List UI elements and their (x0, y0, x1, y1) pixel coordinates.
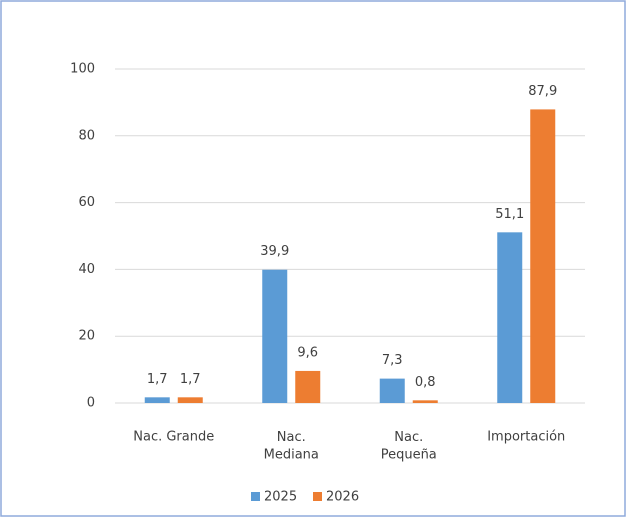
y-tick-label: 60 (78, 195, 95, 210)
x-tick-label: Nac. Mediana (264, 430, 319, 463)
data-label: 7,3 (382, 353, 403, 368)
y-tick-label: 0 (87, 396, 95, 411)
data-label: 0,8 (415, 375, 436, 390)
legend-swatch (251, 492, 260, 501)
bar (379, 378, 405, 403)
x-tick-label: Importación (487, 430, 565, 445)
y-tick-label: 20 (78, 329, 95, 344)
legend-label: 2025 (264, 490, 297, 505)
bar (295, 370, 321, 403)
data-label: 1,7 (147, 372, 168, 387)
bar (530, 109, 556, 403)
data-label: 1,7 (180, 372, 201, 387)
bar (177, 397, 203, 403)
bar (497, 232, 523, 403)
data-label: 9,6 (297, 345, 318, 360)
bar (144, 397, 170, 403)
y-tick-label: 80 (78, 128, 95, 143)
data-label: 39,9 (260, 244, 289, 259)
data-label: 51,1 (495, 207, 524, 222)
y-tick-label: 40 (78, 262, 95, 277)
y-tick-label: 100 (70, 62, 95, 77)
legend-swatch (313, 492, 322, 501)
bar (262, 269, 288, 403)
x-tick-label: Nac. Grande (133, 430, 214, 445)
data-label: 87,9 (528, 84, 557, 99)
legend-label: 2026 (326, 490, 359, 505)
bar (412, 400, 438, 403)
x-tick-label: Nac. Pequeña (381, 430, 437, 463)
